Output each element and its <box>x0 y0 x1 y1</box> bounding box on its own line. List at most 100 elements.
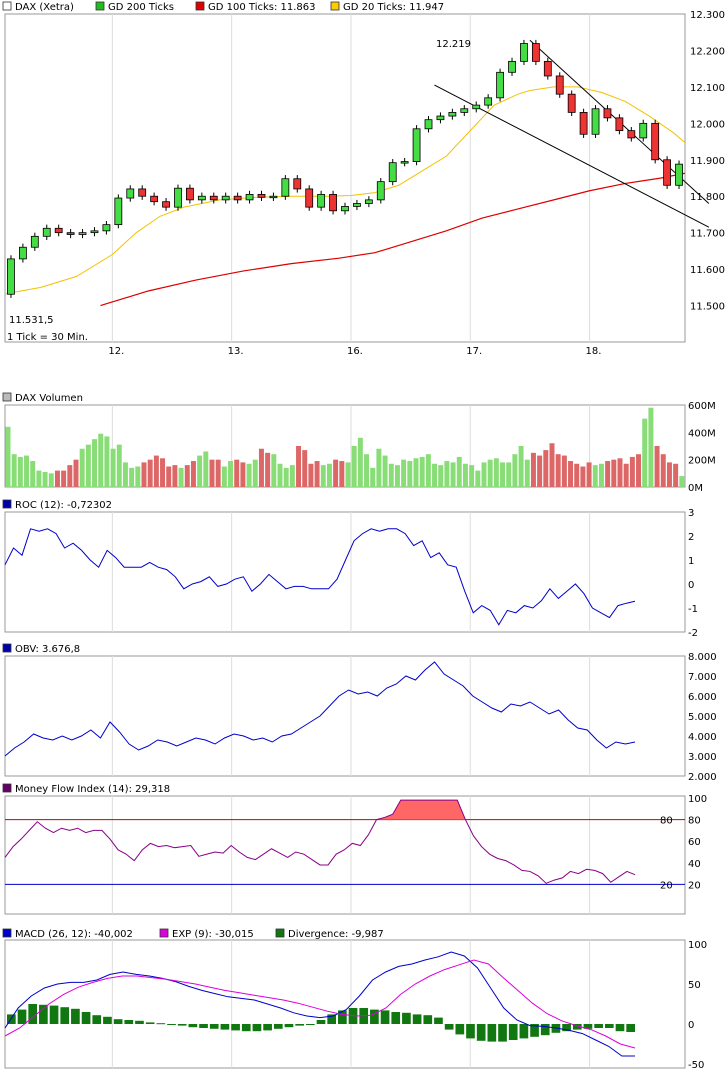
volume-bar <box>5 426 11 487</box>
divergence-bar <box>530 1024 539 1037</box>
candle <box>412 128 421 163</box>
divergence-bar <box>209 1024 219 1029</box>
mfi-y-tick: 20 <box>688 880 701 891</box>
volume-bar <box>240 462 246 487</box>
legend-item-2-swatch <box>195 1 205 11</box>
volume-bar <box>215 459 221 487</box>
volume-bar <box>574 463 580 487</box>
candle <box>364 199 373 204</box>
candle <box>233 195 242 201</box>
volume-bar <box>339 461 345 487</box>
candle <box>138 188 147 197</box>
volume-bar <box>147 459 153 487</box>
high-annotation: 12.219 <box>436 39 471 50</box>
volume-bar <box>73 459 79 487</box>
roc-y-tick: -2 <box>688 628 698 639</box>
macd-frame <box>4 939 686 1069</box>
candle <box>245 193 254 201</box>
volume-bar <box>537 455 543 487</box>
candle <box>317 193 326 208</box>
volume-bar <box>487 459 493 487</box>
price-y-tick: 11.800 <box>690 192 725 203</box>
volume-bar <box>524 459 530 487</box>
volume-bar <box>271 454 277 487</box>
divergence-bar <box>423 1015 433 1024</box>
candle <box>102 224 111 232</box>
volume-bar <box>357 437 363 487</box>
volume-bar <box>296 446 302 487</box>
divergence-bar <box>124 1020 134 1024</box>
volume-y-tick: 400M <box>688 428 716 439</box>
volume-bar <box>376 448 382 487</box>
volume-bar <box>246 463 252 487</box>
divergence-bar <box>113 1019 123 1024</box>
candle <box>281 178 290 197</box>
divergence-bar <box>572 1024 582 1030</box>
volume-bar <box>388 463 394 487</box>
volume-bar <box>586 462 592 487</box>
volume-bar <box>432 463 438 487</box>
volume-bar <box>30 461 36 487</box>
mfi-ref-label: 80 <box>660 816 673 827</box>
candle <box>615 117 624 132</box>
price-y-tick: 12.200 <box>690 46 725 57</box>
volume-bar <box>629 456 635 487</box>
macd-legend-2-swatch <box>275 928 285 938</box>
candle <box>603 108 612 119</box>
divergence-bar <box>412 1014 422 1024</box>
candle <box>531 43 540 62</box>
volume-bar <box>36 470 42 487</box>
divergence-bar <box>49 1005 59 1024</box>
volume-bar <box>654 446 660 487</box>
low-annotation: 11.531,5 <box>9 315 54 326</box>
divergence-bar <box>167 1024 176 1025</box>
volume-bar <box>104 436 110 487</box>
divergence-bar <box>583 1024 593 1029</box>
mfi-ref-label: 20 <box>660 880 673 891</box>
divergence-bar <box>327 1014 337 1024</box>
price-y-tick: 11.500 <box>690 302 725 313</box>
candle <box>174 187 182 208</box>
macd-y-tick: 100 <box>688 940 707 951</box>
volume-bar <box>141 462 147 487</box>
divergence-bar <box>241 1024 251 1032</box>
macd-legend-0: MACD (26, 12): -40,002 <box>15 929 133 940</box>
divergence-bar <box>455 1024 465 1035</box>
candle <box>651 122 660 161</box>
volume-bar <box>258 448 264 487</box>
roc-y-tick: 1 <box>688 556 694 567</box>
roc-y-tick: 3 <box>688 508 694 519</box>
obv-title: OBV: 3.676,8 <box>15 644 80 655</box>
candle <box>436 115 445 121</box>
volume-bar <box>407 461 413 487</box>
candle <box>18 246 27 260</box>
candle <box>341 206 349 212</box>
roc-y-tick: -1 <box>688 604 698 615</box>
x-tick-label: 13. <box>228 346 244 357</box>
candle <box>221 195 230 201</box>
roc-title-swatch <box>2 499 12 509</box>
candle <box>567 93 576 113</box>
price-y-tick: 11.700 <box>690 229 725 240</box>
divergence-bar <box>487 1024 497 1042</box>
divergence-bar <box>231 1024 240 1031</box>
divergence-bar <box>103 1016 112 1024</box>
x-tick-label: 17. <box>466 346 482 357</box>
candle <box>269 195 278 199</box>
candle <box>186 187 194 201</box>
divergence-bar <box>156 1023 166 1025</box>
volume-bar <box>401 459 407 487</box>
volume-bar <box>425 454 431 487</box>
divergence-bar <box>17 1009 27 1024</box>
volume-bar <box>580 466 586 487</box>
volume-bar <box>221 466 227 487</box>
volume-bar <box>166 466 172 487</box>
volume-bar <box>98 433 104 487</box>
volume-bar <box>314 461 320 487</box>
divergence-bar <box>626 1024 635 1032</box>
volume-bar <box>592 465 598 487</box>
volume-bar <box>481 462 487 487</box>
volume-bar <box>450 462 456 487</box>
volume-bar <box>642 418 648 487</box>
